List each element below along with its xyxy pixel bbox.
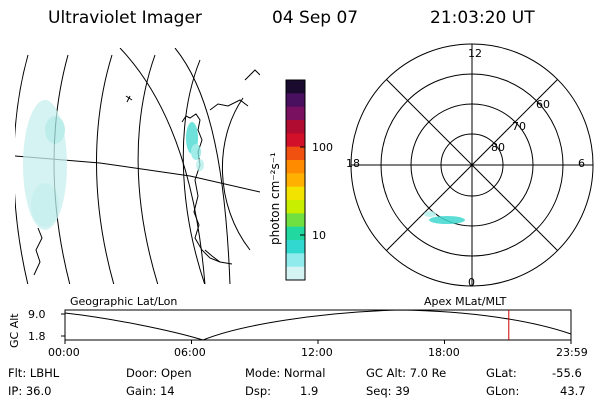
coastline: [33, 227, 43, 276]
colorbar-tick-label-10: 10: [312, 229, 326, 242]
polar-plot: [350, 43, 594, 287]
glon-value: 43.7: [560, 384, 586, 398]
geo-lat-arc: [137, 54, 159, 284]
altitude-xtick: 23:59: [556, 346, 588, 359]
colorbar-segment: [286, 226, 305, 241]
geo-meridian: [174, 48, 231, 284]
colorbar-segment: [286, 93, 305, 108]
colorbar-segment: [286, 146, 305, 161]
altitude-plot: [61, 309, 572, 344]
colorbar-segment: [286, 106, 305, 121]
seq-info: Seq: 39: [366, 384, 410, 398]
colorbar-segment: [286, 253, 305, 268]
colorbar-segment: [286, 200, 305, 214]
glat-value: -55.6: [552, 366, 582, 380]
coastline: [209, 99, 249, 111]
coastline: [181, 113, 233, 265]
altitude-xtick: 06:00: [174, 346, 206, 359]
colorbar: [286, 80, 305, 281]
polar-plot-label: Apex MLat/MLT: [424, 295, 507, 308]
polar-aurora: [429, 216, 465, 224]
colorbar-tick-label-100: 100: [312, 141, 333, 154]
dsp-value: 1.9: [300, 384, 319, 398]
colorbar-segment: [286, 120, 305, 134]
coastline: [204, 249, 221, 263]
polar-hour-12: 12: [468, 47, 482, 60]
instrument-title: Ultraviolet Imager: [48, 8, 202, 28]
altitude-ylabel: GC Alt: [8, 313, 21, 348]
colorbar-segment: [286, 80, 305, 94]
time-label: 21:03:20 UT: [430, 8, 535, 28]
colorbar-frame: [285, 79, 306, 281]
dsp-label: Dsp:: [245, 384, 272, 398]
colorbar-unit-label: photon cm⁻²s⁻¹: [268, 152, 282, 245]
geo-aurora: [23, 100, 204, 230]
door-info: Door: Open: [126, 366, 192, 380]
polar-lat-60: 60: [536, 98, 550, 111]
coastline: [244, 69, 260, 81]
colorbar-segment: [286, 173, 305, 188]
date-label: 04 Sep 07: [272, 8, 359, 28]
geo-meridian: [119, 48, 206, 284]
geo-lat-arc: [96, 54, 115, 284]
glon-label: GLon:: [486, 384, 520, 398]
polar-lat-80: 80: [491, 141, 505, 154]
altitude-curve: [64, 309, 572, 341]
colorbar-segment: [286, 133, 305, 148]
polar-hour-0: 0: [468, 276, 475, 289]
coastline: [125, 95, 133, 103]
altitude-ytick-low: 1.8: [28, 330, 46, 343]
colorbar-segment: [286, 240, 305, 254]
polar-hour-18: 18: [346, 157, 360, 170]
altitude-ytick-high: 9.0: [28, 308, 46, 321]
mode-info: Mode: Normal: [245, 366, 326, 380]
gc-alt-info: GC Alt: 7.0 Re: [366, 366, 447, 380]
filter-info: Flt: LBHL: [8, 366, 60, 380]
polar-lat-70: 70: [512, 120, 526, 133]
geo-lat-arc: [15, 54, 29, 284]
altitude-xtick: 18:00: [428, 346, 460, 359]
altitude-xtick: 00:00: [48, 346, 80, 359]
colorbar-segment: [286, 213, 305, 228]
colorbar-segment: [286, 266, 305, 281]
gain-info: Gain: 14: [126, 384, 175, 398]
colorbar-segment: [286, 160, 305, 174]
colorbar-segment: [286, 186, 305, 201]
ip-info: IP: 36.0: [8, 384, 52, 398]
geo-map: [15, 48, 260, 284]
altitude-xtick: 12:00: [301, 346, 333, 359]
geo-map-label: Geographic Lat/Lon: [70, 295, 178, 308]
glat-label: GLat:: [486, 366, 517, 380]
geo-lat-arc: [222, 97, 251, 251]
polar-hour-6: 6: [578, 157, 585, 170]
